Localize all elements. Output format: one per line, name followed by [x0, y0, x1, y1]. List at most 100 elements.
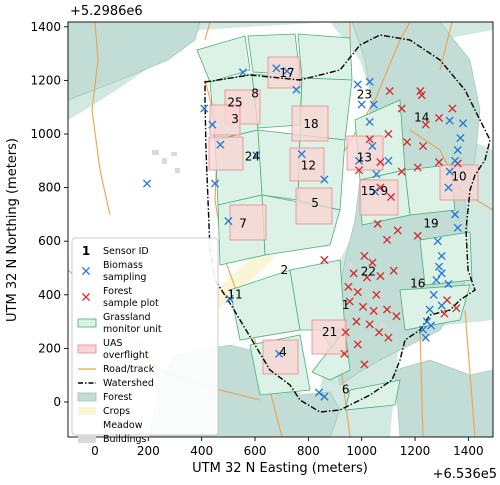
- y-tick-label: 200: [38, 341, 61, 355]
- y-axis-label: UTM 32 N Northing (meters): [5, 138, 20, 322]
- biomass-marker-stroke: [453, 146, 462, 155]
- x-axis-label: UTM 32 N Easting (meters): [192, 461, 368, 476]
- biomass-marker: [432, 276, 441, 285]
- legend-forest-plot-symbol-stroke: [81, 292, 91, 302]
- forest-plot-marker: [418, 142, 428, 151]
- forest-plot-marker-stroke: [413, 231, 422, 240]
- biomass-marker: [368, 142, 377, 151]
- biomass-marker: [369, 100, 378, 109]
- biomass-marker: [444, 183, 453, 192]
- forest-plot-marker-stroke: [397, 104, 406, 113]
- biomass-marker: [433, 237, 442, 246]
- biomass-marker: [208, 120, 217, 129]
- legend-uas-symbol: [77, 344, 97, 354]
- forest-plot-marker: [389, 266, 398, 275]
- biomass-marker: [450, 156, 460, 165]
- biomass-marker: [314, 388, 324, 397]
- forest-plot-marker-stroke: [358, 302, 368, 311]
- y-axis-ticks: 0 200 400 600 800 1000 1200 1400: [30, 20, 68, 409]
- forest-plot-marker: [352, 317, 361, 326]
- forest-plot-marker-stroke: [368, 258, 377, 267]
- biomass-marker: [210, 179, 220, 188]
- legend-label-crops: Crops: [103, 406, 130, 417]
- x-tick-label: 800: [297, 444, 320, 458]
- biomass-marker: [216, 140, 225, 149]
- forest-plot-marker-stroke: [389, 266, 398, 275]
- x-tick-label: 1400: [453, 444, 484, 458]
- legend-label-forest: Forest: [103, 392, 132, 403]
- forest-plot-marker-stroke: [340, 349, 349, 358]
- y-tick-label: 600: [38, 234, 61, 248]
- forest-plot-marker: [448, 104, 457, 113]
- biomass-marker: [200, 104, 209, 113]
- forest-plot-marker-stroke: [341, 328, 350, 337]
- biomass-marker-stroke: [357, 100, 366, 109]
- forest-plot-marker: [392, 312, 401, 321]
- uas-overflight: [209, 104, 241, 136]
- forest-plot-marker: [421, 120, 430, 129]
- biomass-marker-stroke: [422, 317, 432, 326]
- forest-plot-marker: [365, 320, 374, 329]
- uas-overflight: [267, 56, 301, 89]
- legend-label-uas: UAS: [103, 338, 122, 349]
- forest-area-southeast: [394, 359, 493, 437]
- forest-plot-marker-stroke: [385, 87, 394, 96]
- forest-plot-marker-stroke: [360, 251, 369, 260]
- biomass-marker-stroke: [365, 117, 374, 126]
- uas-overflight: [295, 187, 333, 225]
- forest-plot-marker: [349, 269, 358, 278]
- forest-plot-marker-stroke: [392, 312, 401, 321]
- building: [152, 150, 159, 155]
- forest-plot-marker: [384, 129, 393, 139]
- forest-plot-marker: [384, 333, 393, 342]
- forest-plot-marker: [440, 309, 449, 318]
- uas-overflights: [208, 56, 479, 375]
- forest-plot-marker-stroke: [393, 226, 402, 235]
- grassland-unit: [196, 35, 251, 83]
- forest-plot-marker-stroke: [418, 142, 428, 151]
- biomass-marker-stroke: [426, 321, 436, 330]
- legend-label-road: Road/track: [103, 364, 155, 375]
- legend-label-buildings: Buildings: [103, 434, 147, 445]
- forest-plot-marker: [382, 305, 392, 314]
- forest-plot-marker: [358, 302, 368, 311]
- biomass-marker-stroke: [224, 217, 233, 226]
- sensor-label-12: 12: [301, 159, 316, 173]
- forest-plot-marker-stroke: [417, 91, 426, 100]
- y-tick-label: 1400: [30, 20, 61, 34]
- legend-label-watershed: Watershed: [103, 378, 154, 389]
- uas-overflight: [208, 136, 244, 171]
- forest-plot-marker: [365, 135, 374, 144]
- forest-plot-marker-stroke: [344, 282, 353, 291]
- biomass-marker: [292, 85, 301, 94]
- biomass-marker: [437, 251, 446, 260]
- biomass-marker-stroke: [274, 349, 284, 358]
- forest-plot-marker: [413, 163, 422, 172]
- x-offset-label: +6.536e5: [433, 467, 497, 482]
- forest-plot-marker: [386, 192, 396, 202]
- forest-plot-marker-stroke: [376, 271, 385, 281]
- uas-overflight: [311, 319, 347, 355]
- road: [439, 22, 453, 71]
- uas-overflight: [291, 105, 329, 142]
- forest-plot-marker-stroke: [421, 120, 430, 129]
- biomass-marker-stroke: [450, 156, 460, 165]
- biomass-marker: [252, 151, 261, 160]
- forest-plot-marker-stroke: [376, 158, 385, 167]
- forest-plot-marker: [320, 255, 329, 265]
- biomass-marker-stroke: [216, 140, 225, 149]
- legend-box: [71, 237, 219, 436]
- forest-plot-marker-stroke: [382, 235, 392, 244]
- y-tick-label: 1000: [30, 127, 61, 141]
- legend-grassland-symbol: [77, 318, 97, 328]
- forest-plot-marker: [353, 340, 362, 349]
- sensor-label-16: 16: [410, 277, 425, 291]
- legend-label-forest_plot: Forest: [103, 286, 132, 297]
- forest-plot-marker: [382, 235, 392, 244]
- biomass-marker-stroke: [368, 142, 377, 151]
- building: [380, 322, 386, 328]
- road: [464, 309, 476, 437]
- biomass-marker-stroke: [354, 156, 364, 165]
